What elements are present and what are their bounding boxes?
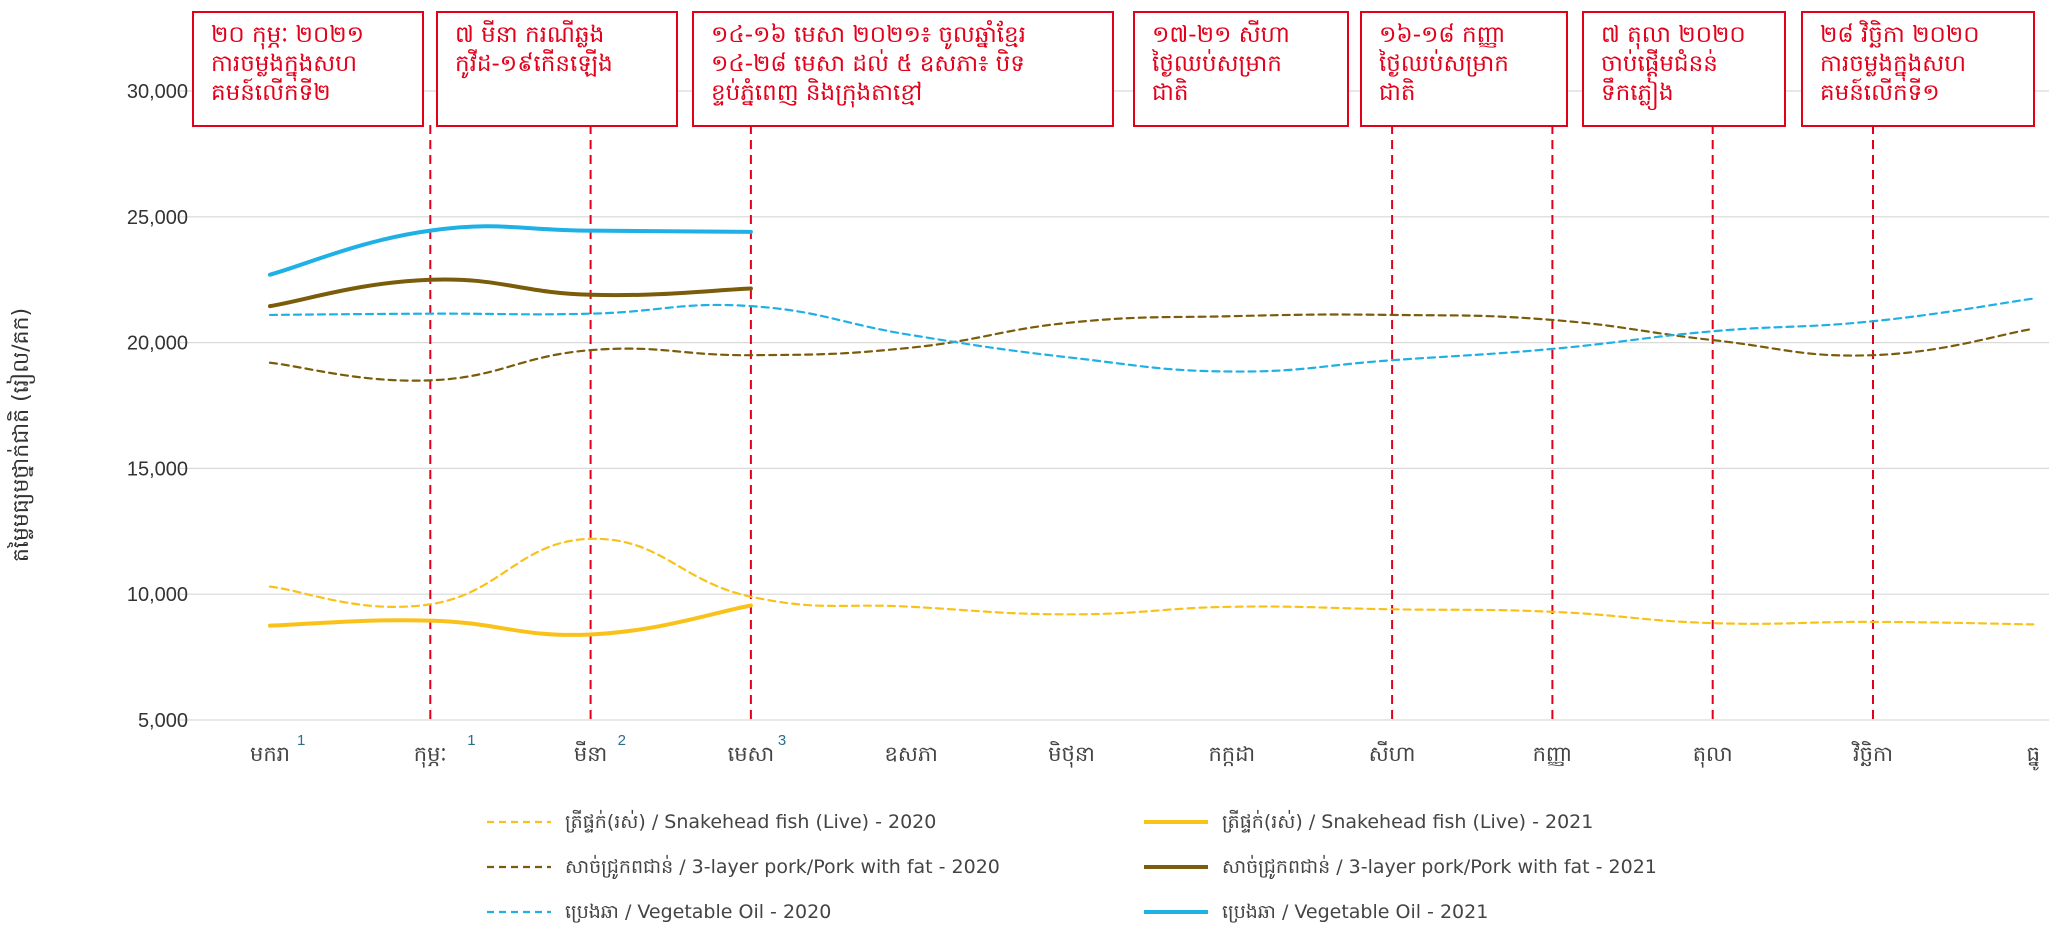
x-tick-superscript: 3 (778, 732, 786, 749)
annotation-text: ថ្ងៃឈប់សម្រាក (1378, 49, 1509, 77)
annotations: ២០ កុម្ភៈ ២០២១ការចម្លងក្នុងសហគមន៍លើកទី២៧… (192, 11, 2035, 127)
annotation-text: ថ្ងៃឈប់សម្រាក (1151, 49, 1282, 77)
annotation-text: ការចម្លងក្នុងសហ (1820, 51, 1966, 82)
x-tick-label: តុលា (1693, 742, 1733, 768)
annotation-text: ១៤-២៨ មេសា ដល់ ៥ ឧសភា៖ បិទ (711, 49, 1025, 77)
x-tick-superscript: 2 (618, 732, 626, 749)
legend-label: ត្រីផ្ទក់(រស់) / Snakehead fish (Live) -… (565, 809, 936, 833)
legend-label: សាច់ជ្រូកពជាន់ / 3-layer pork/Pork with … (1222, 854, 1657, 880)
annotation-box (1801, 11, 2035, 127)
event-markers (429, 125, 1874, 720)
series-line-4 (268, 297, 2035, 373)
x-tick-label: វិច្ឆិកា (1851, 741, 1893, 767)
series-line-5 (268, 224, 753, 277)
annotation-text: ៧ មីនា ករណីឆ្លង (455, 20, 604, 48)
legend-label: ប្រេងឆា / Vegetable Oil - 2021 (1222, 901, 1488, 923)
x-tick-superscript: 1 (467, 732, 475, 749)
annotation-text: ខ្ទប់ភ្នំពេញ និងក្រុងតាខ្មៅ (711, 78, 922, 108)
x-tick-label: មីនា (574, 741, 607, 766)
x-tick-label: ឧសភា (885, 742, 938, 766)
y-tick-label: 5,000 (138, 710, 188, 732)
annotation-text: ជាតិ (1152, 78, 1189, 106)
annotation-box (1360, 11, 1568, 127)
x-tick-label: កុម្ភៈ (414, 742, 447, 768)
x-tick-label: សីហា (1369, 741, 1416, 766)
y-tick-label: 10,000 (127, 584, 188, 606)
annotation-text: គមន៍លើកទី២ (211, 78, 331, 106)
y-tick-label: 15,000 (127, 458, 188, 480)
series-line-1 (268, 603, 753, 637)
x-tick-superscript: 1 (297, 732, 305, 749)
annotation-text: ចាប់ផ្ដើមជំនន់ (1601, 49, 1718, 77)
annotation-text: ការចម្លងក្នុងសហ (211, 51, 357, 82)
annotation-text: គមន៍លើកទី១ (1820, 78, 1940, 106)
annotation-text: ១៦-១៨ កញ្ញា (1379, 22, 1505, 48)
annotation-text: ជាតិ (1379, 78, 1416, 106)
grid-lines (180, 90, 2049, 721)
series-line-3 (268, 277, 753, 309)
series-line-2 (268, 313, 2035, 382)
annotation-text: ១៧-២១ សីហា (1152, 20, 1290, 48)
x-tick-label: កញ្ញា (1533, 742, 1573, 767)
annotation-box (1133, 11, 1349, 127)
x-tick-label: មេសា (728, 742, 775, 766)
annotation-text: ២០ កុម្ភៈ ២០២១ (211, 22, 364, 50)
series-line-0 (268, 537, 2035, 626)
annotation-text: ២៨ វិច្ឆិកា ២០២០ (1820, 20, 1980, 48)
y-tick-label: 25,000 (127, 207, 188, 229)
annotation-text: ៧ តុលា ២០២០ (1601, 22, 1746, 50)
legend-label: សាច់ជ្រូកពជាន់ / 3-layer pork/Pork with … (565, 854, 1000, 880)
annotation-box (1582, 11, 1786, 127)
y-tick-label: 30,000 (127, 81, 188, 103)
annotation-text: ១៤-១៦ មេសា ២០២១៖ ចូលឆ្នាំខ្មែរ (711, 20, 1026, 50)
y-axis-ticks: 5,000 10,000 15,000 20,000 25,000 30,000 (127, 81, 188, 732)
x-axis-ticks: មករា 1 កុម្ភៈ 1 មីនា 2 មេសា3 ឧសភា មិថុនា កក្កដា សី… (250, 732, 2040, 771)
annotation-text: ទឹកភ្លៀង (1601, 77, 1674, 111)
series-lines (268, 224, 2035, 637)
annotation-box (436, 11, 678, 127)
annotation-text: កូវីដ-១៩កើនឡើង (455, 49, 613, 79)
y-axis-label: តម្លៃមធ្យមថ្នាក់ជាតិ (រៀល/គក) (6, 308, 35, 562)
annotation-box (192, 11, 424, 127)
y-tick-label: 20,000 (127, 333, 188, 355)
x-tick-label: មិថុនា (1048, 741, 1095, 768)
x-tick-label: មករា (250, 742, 290, 766)
legend: ត្រីផ្ទក់(រស់) / Snakehead fish (Live) -… (487, 809, 1657, 923)
annotation-box (692, 11, 1114, 127)
x-tick-label: កក្កដា (1208, 742, 1255, 767)
legend-label: ប្រេងឆា / Vegetable Oil - 2020 (565, 901, 831, 923)
x-tick-label: ធ្នូ (2027, 742, 2040, 771)
legend-label: ត្រីផ្ទក់(រស់) / Snakehead fish (Live) -… (1222, 809, 1593, 833)
